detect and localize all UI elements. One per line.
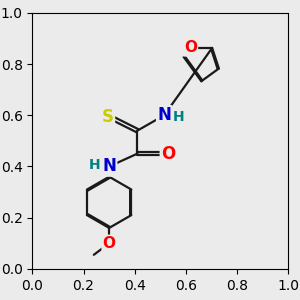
Text: N: N: [102, 158, 116, 175]
Text: O: O: [103, 236, 116, 251]
Text: N: N: [157, 106, 171, 124]
Text: O: O: [161, 145, 175, 163]
Text: H: H: [88, 158, 100, 172]
Text: H: H: [173, 110, 185, 124]
Text: O: O: [184, 40, 197, 56]
Text: S: S: [102, 108, 114, 126]
